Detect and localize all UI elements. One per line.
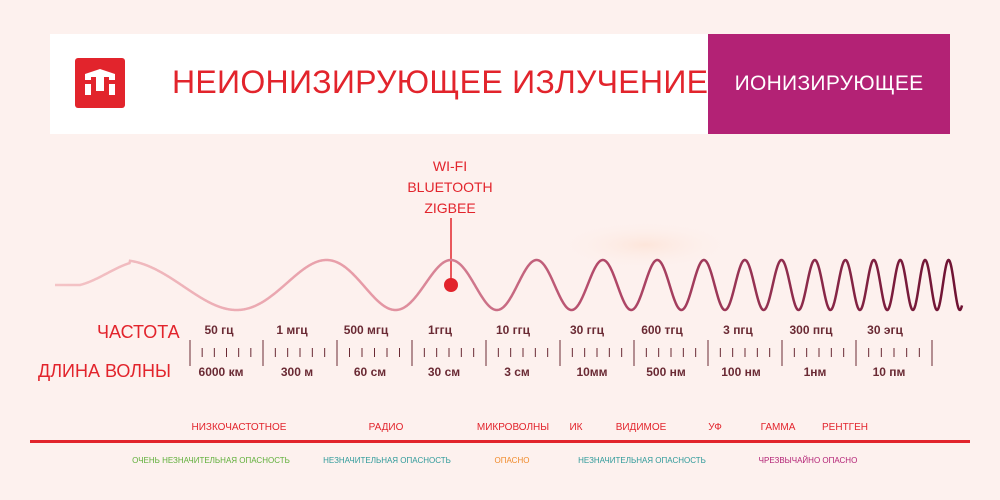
freq-tick-label: 1ггц — [427, 323, 453, 337]
frequency-label: ЧАСТОТА — [97, 322, 180, 342]
wavelength-label: ДЛИНА ВОЛНЫ — [38, 361, 171, 381]
yeelight-logo-icon — [75, 58, 125, 108]
spectrum-wave — [55, 258, 964, 312]
freq-tick-label: 30 ггц — [569, 323, 605, 337]
band-gamma: ГАММА — [760, 422, 796, 433]
wavelength-tick-label: 30 см — [427, 365, 461, 379]
callout-wifi: WI-FI — [432, 158, 468, 174]
page-title: НЕИОНИЗИРУЮЩЕЕ ИЗЛУЧЕНИЕ — [172, 64, 709, 100]
danger-level: ЧРЕЗВЫЧАЙНО ОПАСНО — [758, 456, 858, 465]
danger-level: ОПАСНО — [494, 456, 530, 465]
wavelength-tick-label: 1нм — [803, 365, 827, 379]
wavelength-tick-label: 6000 км — [198, 365, 244, 379]
band-infrared: ИК — [569, 422, 583, 433]
band-ultraviolet: УФ — [708, 422, 722, 433]
danger-level: НЕЗНАЧИТЕЛЬНАЯ ОПАСНОСТЬ — [323, 456, 451, 465]
wavelength-tick-label: 10 пм — [872, 365, 906, 379]
band-microwave: МИКРОВОЛНЫ — [476, 422, 550, 433]
wavelength-tick-label: 10мм — [576, 365, 608, 379]
danger-level: ОЧЕНЬ НЕЗНАЧИТЕЛЬНАЯ ОПАСНОСТЬ — [132, 456, 290, 465]
freq-tick-label: 30 эгц — [867, 323, 903, 337]
visible-glow — [555, 220, 735, 270]
callout-zigbee: ZIGBEE — [424, 200, 476, 216]
wireless-callout: WI-FI BLUETOOTH ZIGBEE — [360, 156, 540, 219]
wireless-marker-dot — [444, 278, 458, 292]
freq-tick-label: 3 пгц — [723, 323, 753, 337]
band-low-frequency: НИЗКОЧАСТОТНОЕ — [191, 422, 287, 433]
ionizing-label: ИОНИЗИРУЮЩЕЕ — [734, 72, 924, 95]
wavelength-tick-label: 100 нм — [721, 365, 761, 379]
ionizing-panel: ИОНИЗИРУЮЩЕЕ — [708, 34, 950, 134]
band-visible: ВИДИМОЕ — [615, 422, 667, 433]
wavelength-tick-label: 60 см — [353, 365, 387, 379]
freq-tick-label: 600 тгц — [641, 323, 683, 337]
danger-level: НЕЗНАЧИТЕЛЬНАЯ ОПАСНОСТЬ — [578, 456, 706, 465]
band-xray: РЕНТГЕН — [822, 422, 868, 433]
freq-tick-label: 1 мгц — [276, 323, 308, 337]
wavelength-tick-label: 300 м — [280, 365, 314, 379]
freq-tick-label: 300 пгц — [789, 323, 833, 337]
callout-bluetooth: BLUETOOTH — [407, 179, 493, 195]
wavelength-tick-label: 3 см — [504, 365, 530, 379]
wavelength-tick-label: 500 нм — [646, 365, 686, 379]
freq-tick-label: 500 мгц — [343, 323, 389, 337]
band-radio: РАДИО — [368, 422, 404, 433]
baseline-divider — [30, 440, 970, 443]
freq-tick-label: 50 гц — [204, 323, 234, 337]
scale-ticks — [189, 340, 933, 366]
freq-tick-label: 10 ггц — [495, 323, 531, 337]
